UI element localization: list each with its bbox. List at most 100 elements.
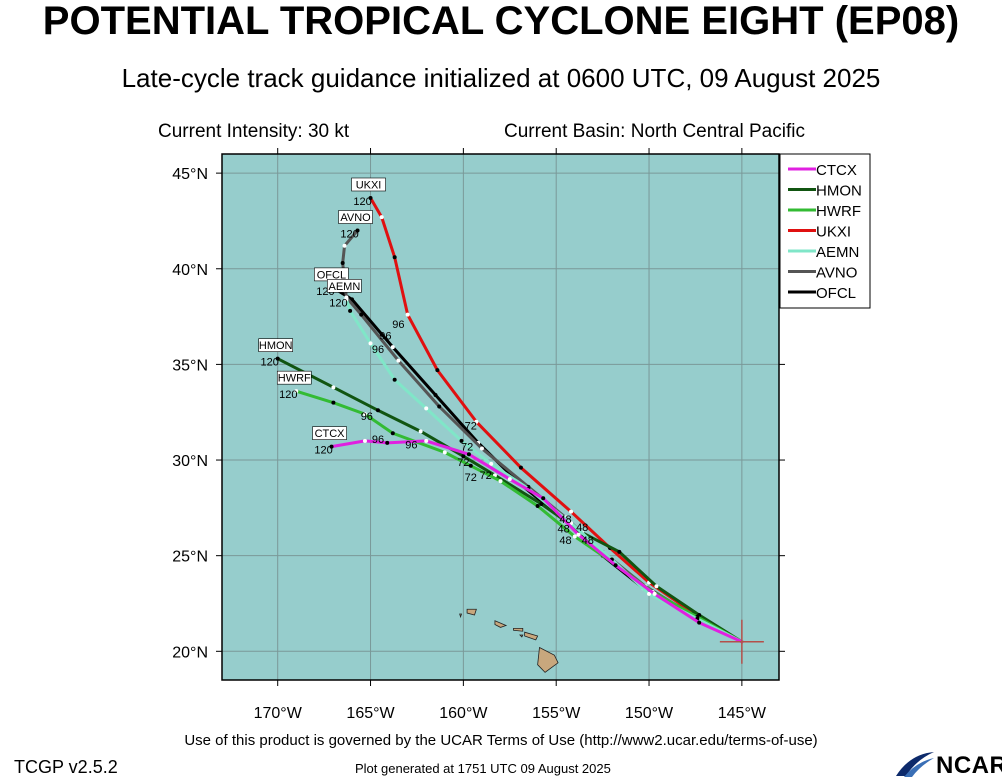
track-point: [474, 419, 479, 424]
forecast-hour-label: 48: [582, 535, 594, 547]
track-point: [424, 438, 429, 443]
x-tick-label: 160°W: [439, 705, 488, 722]
current-intensity-label: Current Intensity: 30 kt: [158, 121, 350, 142]
track-point: [489, 461, 494, 466]
forecast-hour-label: 96: [392, 319, 404, 331]
legend-label-hwrf: HWRF: [816, 203, 861, 220]
track-point: [392, 255, 397, 260]
track-point: [349, 297, 354, 302]
track-end-tau: 120: [314, 445, 332, 457]
forecast-hour-label: 96: [379, 331, 391, 343]
track-point: [294, 389, 299, 394]
track-point: [331, 400, 336, 405]
track-point: [396, 358, 401, 363]
track-point: [368, 341, 373, 346]
legend-label-ctcx: CTCX: [816, 162, 857, 179]
track-point: [461, 454, 466, 459]
legend-label-ofcl: OFCL: [816, 285, 856, 302]
island-shape: [466, 608, 477, 616]
track-end-label: OFCL: [317, 269, 346, 281]
forecast-hour-label: 48: [559, 514, 571, 526]
track-point: [392, 377, 397, 382]
track-point: [435, 368, 440, 373]
track-point: [375, 408, 380, 413]
forecast-hour-label: 96: [372, 434, 384, 446]
track-end-label: HWRF: [278, 373, 311, 385]
track-point: [390, 431, 395, 436]
track-point: [424, 406, 429, 411]
y-tick-label: 25°N: [172, 549, 208, 566]
track-point: [437, 404, 442, 409]
track-point: [498, 479, 503, 484]
track-point: [468, 463, 473, 468]
y-tick-label: 40°N: [172, 262, 208, 279]
track-point: [405, 312, 410, 317]
y-tick-label: 30°N: [172, 453, 208, 470]
track-point: [359, 312, 364, 317]
track-point: [379, 215, 384, 220]
track-end-label-box: [276, 370, 312, 385]
track-point: [368, 195, 373, 200]
x-tick-label: 170°W: [254, 705, 303, 722]
y-tick-label: 20°N: [172, 644, 208, 661]
track-point: [362, 412, 367, 417]
track-end-tau: 120: [353, 196, 371, 208]
current-basin-label: Current Basin: North Central Pacific: [504, 121, 805, 142]
track-point: [362, 438, 367, 443]
island-shape: [513, 627, 524, 632]
ncar-logo: NCAR: [892, 750, 1002, 780]
track-point: [539, 502, 544, 507]
x-tick-label: 150°W: [625, 705, 674, 722]
track-point: [507, 477, 512, 482]
version-label: TCGP v2.5.2: [14, 757, 118, 777]
track-end-label: AEMN: [329, 281, 361, 293]
forecast-hour-label: 48: [558, 524, 570, 536]
track-point: [572, 534, 577, 539]
island-shape: [537, 646, 559, 673]
forecast-hour-label: 96: [372, 344, 384, 356]
island-shape: [494, 620, 508, 628]
ncar-logo-text: NCAR: [936, 752, 1002, 779]
page-subtitle: Late-cycle track guidance initialized at…: [121, 63, 881, 93]
track-line-ctcx: [330, 439, 744, 644]
y-tick-label: 45°N: [172, 166, 208, 183]
track-end-label: AVNO: [340, 212, 371, 224]
legend-label-aemn: AEMN: [816, 244, 859, 261]
track-point: [541, 496, 546, 501]
track-end-tau: 120: [279, 389, 297, 401]
forecast-hour-label: 96: [361, 411, 373, 423]
x-tick-label: 155°W: [532, 705, 581, 722]
legend-label-ukxi: UKXI: [816, 224, 851, 241]
track-end-label-box: [312, 426, 347, 440]
track-point: [275, 356, 280, 361]
forecast-hour-label: 72: [461, 441, 473, 453]
track-point: [355, 228, 360, 233]
track-end-label-box: [338, 210, 373, 224]
track-point: [442, 450, 447, 455]
track-point: [418, 429, 423, 434]
track-end-label: HMON: [259, 340, 293, 352]
track-point: [518, 465, 523, 470]
legend-label-hmon: HMON: [816, 183, 862, 200]
track-point: [652, 591, 657, 596]
track-end-tau: 120: [261, 357, 279, 369]
track-point: [697, 620, 702, 625]
track-end-label-box: [327, 279, 362, 293]
ncar-swoosh-icon: [896, 752, 934, 777]
forecast-hour-label: 72: [465, 420, 477, 432]
track-point: [535, 503, 540, 508]
track-end-label-box: [258, 338, 294, 352]
track-end-label-box: [351, 177, 386, 192]
generated-timestamp: Plot generated at 1751 UTC 09 August 202…: [355, 761, 611, 776]
x-tick-label: 165°W: [346, 705, 395, 722]
forecast-hour-label: 72: [465, 472, 477, 484]
track-point: [329, 444, 334, 449]
track-point: [466, 452, 471, 457]
track-point: [459, 438, 464, 443]
track-end-tau: 120: [340, 229, 358, 241]
track-point: [390, 345, 395, 350]
track-point: [344, 297, 349, 302]
map-frame: [221, 153, 780, 681]
track-end-label: CTCX: [315, 428, 346, 440]
island-shape: [524, 631, 539, 641]
